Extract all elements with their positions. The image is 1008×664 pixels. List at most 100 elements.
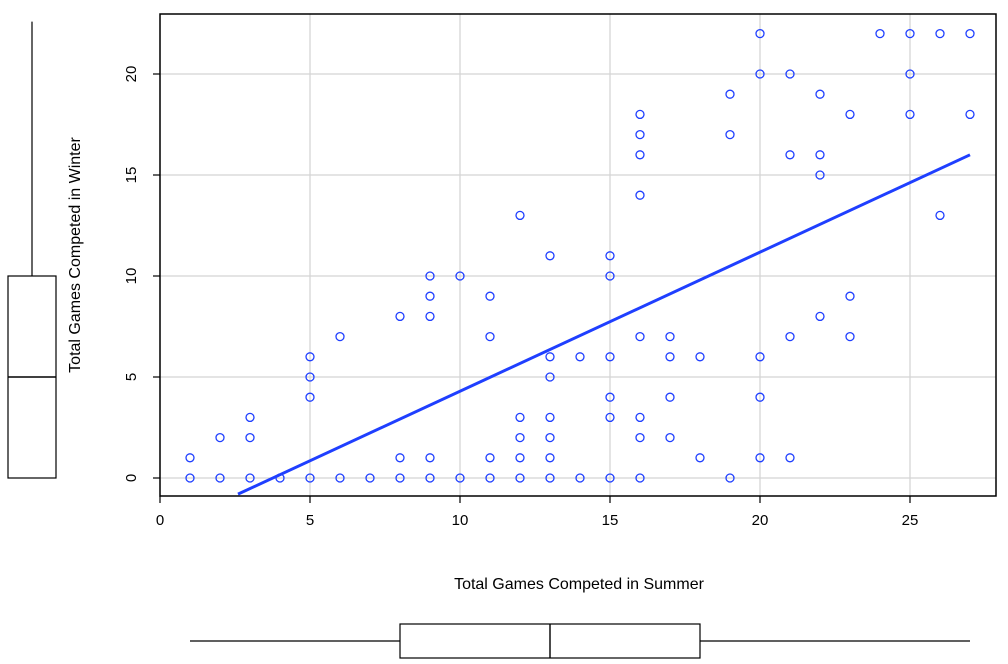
- data-point: [635, 331, 645, 342]
- data-point: [725, 89, 735, 99]
- data-point: [695, 453, 705, 463]
- data-point: [305, 372, 315, 382]
- x-tick-label: 25: [902, 512, 919, 529]
- data-point: [515, 473, 525, 483]
- data-point: [605, 392, 615, 402]
- regression-line-group: [237, 153, 971, 496]
- y-axis: 0 5 10 15 20: [123, 66, 160, 482]
- data-point: [515, 453, 525, 463]
- data-point: [755, 392, 765, 402]
- data-point: [845, 331, 855, 342]
- data-point: [425, 311, 435, 322]
- data-point: [635, 473, 645, 483]
- data-point: [545, 352, 555, 362]
- data-point: [785, 331, 795, 342]
- data-point: [545, 251, 555, 261]
- data-point: [545, 412, 555, 423]
- y-boxplot: [7, 21, 57, 479]
- data-point: [455, 271, 465, 281]
- data-point: [755, 28, 765, 39]
- x-boxplot: [190, 623, 970, 659]
- data-points: [185, 28, 975, 483]
- data-point: [395, 473, 405, 483]
- data-point: [365, 473, 375, 483]
- data-point: [665, 392, 675, 402]
- data-point: [665, 331, 675, 342]
- y-tick-label: 5: [123, 373, 140, 381]
- data-point: [605, 251, 615, 261]
- data-point: [515, 210, 525, 221]
- data-point: [305, 352, 315, 362]
- data-point: [755, 453, 765, 463]
- data-point: [545, 432, 555, 443]
- data-point: [455, 473, 465, 483]
- data-point: [605, 412, 615, 423]
- data-point: [245, 473, 255, 483]
- data-point: [755, 352, 765, 362]
- data-point: [665, 432, 675, 443]
- data-point: [815, 89, 825, 99]
- data-point: [635, 129, 645, 140]
- data-point: [605, 271, 615, 281]
- y-axis-label: Total Games Competed in Winter: [67, 137, 84, 373]
- data-point: [545, 453, 555, 463]
- data-point: [965, 109, 975, 120]
- data-point: [635, 412, 645, 423]
- data-point: [635, 190, 645, 200]
- data-point: [695, 352, 705, 362]
- data-point: [575, 352, 585, 362]
- data-point: [785, 453, 795, 463]
- y-tick-label: 0: [123, 474, 140, 482]
- data-point: [305, 392, 315, 402]
- data-point: [245, 412, 255, 423]
- data-point: [605, 352, 615, 362]
- data-point: [935, 28, 945, 39]
- data-point: [905, 109, 915, 120]
- x-axis: 0 5 10 15 20 25: [156, 496, 919, 529]
- y-tick-label: 20: [123, 66, 140, 83]
- data-point: [425, 453, 435, 463]
- data-point: [395, 311, 405, 322]
- data-point: [275, 473, 285, 483]
- data-point: [335, 331, 345, 342]
- x-tick-label: 10: [452, 512, 469, 529]
- data-point: [185, 453, 195, 463]
- data-point: [725, 129, 735, 140]
- data-point: [665, 352, 675, 362]
- regression-line: [237, 153, 971, 496]
- data-point: [545, 372, 555, 382]
- data-point: [425, 473, 435, 483]
- data-point: [485, 453, 495, 463]
- x-tick-label: 15: [602, 512, 619, 529]
- data-point: [845, 109, 855, 120]
- data-point: [425, 291, 435, 301]
- data-point: [515, 432, 525, 443]
- x-axis-label: Total Games Competed in Summer: [454, 576, 705, 593]
- y-tick-label: 10: [123, 268, 140, 285]
- y-tick-label: 15: [123, 167, 140, 184]
- data-point: [965, 28, 975, 39]
- data-point: [485, 331, 495, 342]
- x-tick-label: 0: [156, 512, 164, 529]
- grid-lines: [159, 14, 996, 496]
- data-point: [845, 291, 855, 301]
- data-point: [245, 432, 255, 443]
- data-point: [905, 69, 915, 79]
- data-point: [785, 150, 795, 160]
- data-point: [395, 453, 405, 463]
- data-point: [635, 432, 645, 443]
- data-point: [215, 473, 225, 483]
- data-point: [755, 69, 765, 79]
- x-tick-label: 5: [306, 512, 314, 529]
- data-point: [215, 432, 225, 443]
- data-point: [425, 271, 435, 281]
- data-point: [905, 28, 915, 39]
- data-point: [485, 473, 495, 483]
- data-point: [935, 210, 945, 221]
- data-point: [185, 473, 195, 483]
- data-point: [815, 150, 825, 160]
- data-point: [485, 291, 495, 301]
- plot-frame: [159, 13, 997, 497]
- data-point: [335, 473, 345, 483]
